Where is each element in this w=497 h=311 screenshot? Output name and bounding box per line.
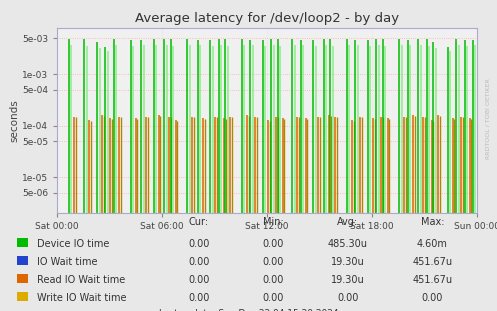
Text: 0.00: 0.00 — [188, 293, 210, 303]
Text: 0.00: 0.00 — [337, 293, 359, 303]
Text: Max:: Max: — [420, 217, 444, 227]
Text: 451.67u: 451.67u — [413, 275, 452, 285]
Text: 0.00: 0.00 — [188, 239, 210, 248]
Text: Read IO Wait time: Read IO Wait time — [37, 275, 126, 285]
Text: Last update: Sun Dec 22 04:15:20 2024: Last update: Sun Dec 22 04:15:20 2024 — [159, 309, 338, 311]
Text: 0.00: 0.00 — [262, 257, 284, 267]
Text: Avg:: Avg: — [337, 217, 358, 227]
Text: 0.00: 0.00 — [262, 293, 284, 303]
Text: Device IO time: Device IO time — [37, 239, 110, 248]
Title: Average latency for /dev/loop2 - by day: Average latency for /dev/loop2 - by day — [135, 12, 399, 26]
Text: 19.30u: 19.30u — [331, 257, 365, 267]
Text: 19.30u: 19.30u — [331, 275, 365, 285]
Text: 0.00: 0.00 — [188, 275, 210, 285]
Text: RRDTOOL / TOBI OETIKER: RRDTOOL / TOBI OETIKER — [485, 78, 490, 159]
Text: Write IO Wait time: Write IO Wait time — [37, 293, 127, 303]
Text: 451.67u: 451.67u — [413, 257, 452, 267]
Text: 4.60m: 4.60m — [417, 239, 448, 248]
Text: Min:: Min: — [263, 217, 284, 227]
Text: 0.00: 0.00 — [188, 257, 210, 267]
Text: Cur:: Cur: — [189, 217, 209, 227]
Text: 0.00: 0.00 — [262, 275, 284, 285]
Text: 0.00: 0.00 — [262, 239, 284, 248]
Text: 0.00: 0.00 — [421, 293, 443, 303]
Y-axis label: seconds: seconds — [9, 99, 19, 142]
Text: IO Wait time: IO Wait time — [37, 257, 98, 267]
Text: 485.30u: 485.30u — [328, 239, 368, 248]
